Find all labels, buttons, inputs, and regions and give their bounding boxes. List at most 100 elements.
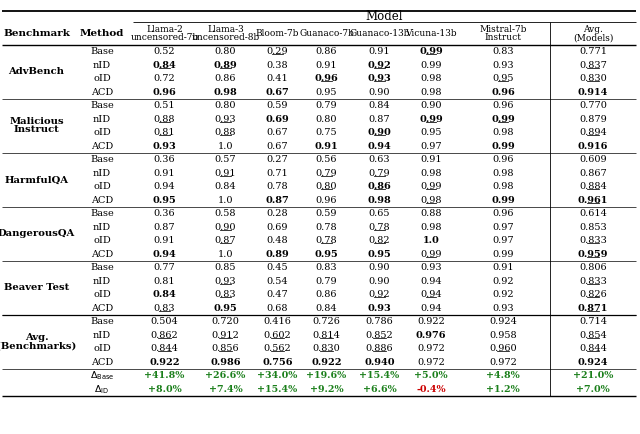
Text: 0.96: 0.96	[316, 196, 337, 205]
Text: 0.83: 0.83	[214, 290, 236, 299]
Text: 0.51: 0.51	[154, 101, 175, 110]
Text: 0.720: 0.720	[212, 317, 239, 326]
Text: 0.89: 0.89	[214, 61, 237, 70]
Text: +15.4%: +15.4%	[257, 385, 298, 394]
Text: 0.91: 0.91	[492, 263, 514, 272]
Text: 0.960: 0.960	[489, 344, 517, 353]
Text: Benchmark: Benchmark	[3, 29, 70, 38]
Text: 0.922: 0.922	[417, 317, 445, 326]
Text: 0.99: 0.99	[419, 115, 443, 124]
Text: 0.96: 0.96	[492, 209, 514, 218]
Text: 0.714: 0.714	[579, 317, 607, 326]
Text: 0.83: 0.83	[154, 304, 175, 313]
Text: 0.93: 0.93	[367, 74, 392, 83]
Text: Method: Method	[80, 29, 124, 38]
Text: 0.94: 0.94	[367, 142, 392, 151]
Text: 0.93: 0.93	[214, 277, 236, 286]
Text: 0.63: 0.63	[369, 155, 390, 164]
Text: 0.41: 0.41	[267, 74, 289, 83]
Text: 0.87: 0.87	[154, 223, 175, 232]
Text: 0.95: 0.95	[316, 88, 337, 97]
Text: 0.96: 0.96	[491, 88, 515, 97]
Text: Vicuna-13b: Vicuna-13b	[405, 29, 457, 38]
Text: 0.95: 0.95	[367, 250, 392, 259]
Text: Llama-3: Llama-3	[207, 24, 244, 33]
Text: 0.97: 0.97	[492, 236, 514, 245]
Text: oID: oID	[93, 182, 111, 191]
Text: 0.91: 0.91	[369, 47, 390, 56]
Text: 0.99: 0.99	[491, 142, 515, 151]
Text: 0.88: 0.88	[420, 209, 442, 218]
Text: +21.0%: +21.0%	[573, 371, 613, 380]
Text: 0.83: 0.83	[492, 47, 514, 56]
Text: 1.0: 1.0	[218, 196, 233, 205]
Text: Instruct: Instruct	[484, 33, 522, 43]
Text: Base: Base	[90, 209, 114, 218]
Text: 0.96: 0.96	[152, 88, 177, 97]
Text: 0.770: 0.770	[579, 101, 607, 110]
Text: 0.972: 0.972	[417, 344, 445, 353]
Text: 0.29: 0.29	[267, 47, 288, 56]
Text: 0.95: 0.95	[152, 196, 177, 205]
Text: $\Delta_{\mathrm{ID}}$: $\Delta_{\mathrm{ID}}$	[95, 383, 109, 395]
Text: 0.69: 0.69	[267, 223, 288, 232]
Text: 0.416: 0.416	[264, 317, 291, 326]
Text: 0.79: 0.79	[316, 101, 337, 110]
Text: 0.79: 0.79	[316, 169, 337, 178]
Text: 0.98: 0.98	[420, 88, 442, 97]
Text: 0.92: 0.92	[367, 61, 392, 70]
Text: 0.99: 0.99	[419, 47, 443, 56]
Text: 0.562: 0.562	[264, 344, 291, 353]
Text: ACD: ACD	[91, 304, 113, 313]
Text: +26.6%: +26.6%	[205, 371, 246, 380]
Text: 0.96: 0.96	[492, 155, 514, 164]
Text: Base: Base	[90, 155, 114, 164]
Text: nID: nID	[93, 223, 111, 232]
Text: 0.614: 0.614	[579, 209, 607, 218]
Text: 0.71: 0.71	[267, 169, 289, 178]
Text: 0.93: 0.93	[152, 142, 177, 151]
Text: 0.91: 0.91	[420, 155, 442, 164]
Text: 0.98: 0.98	[420, 169, 442, 178]
Text: 0.67: 0.67	[266, 88, 289, 97]
Text: 0.959: 0.959	[578, 250, 608, 259]
Text: 0.82: 0.82	[369, 236, 390, 245]
Text: 0.36: 0.36	[154, 155, 175, 164]
Text: 1.0: 1.0	[422, 236, 440, 245]
Text: nID: nID	[93, 331, 111, 340]
Text: nID: nID	[93, 61, 111, 70]
Text: 0.95: 0.95	[492, 74, 514, 83]
Text: uncensored-8b: uncensored-8b	[191, 33, 260, 43]
Text: 0.80: 0.80	[316, 182, 337, 191]
Text: 0.78: 0.78	[267, 182, 288, 191]
Text: nID: nID	[93, 115, 111, 124]
Text: 0.90: 0.90	[369, 263, 390, 272]
Text: 0.90: 0.90	[369, 88, 390, 97]
Text: oID: oID	[93, 290, 111, 299]
Text: 0.986: 0.986	[211, 358, 241, 367]
Text: 0.77: 0.77	[154, 263, 175, 272]
Text: oID: oID	[93, 128, 111, 137]
Text: 0.93: 0.93	[492, 304, 514, 313]
Text: 0.98: 0.98	[214, 88, 237, 97]
Text: 0.806: 0.806	[579, 263, 607, 272]
Text: 0.99: 0.99	[420, 182, 442, 191]
Text: 0.958: 0.958	[489, 331, 517, 340]
Text: 0.756: 0.756	[262, 358, 292, 367]
Text: 0.89: 0.89	[266, 250, 289, 259]
Text: 0.99: 0.99	[491, 115, 515, 124]
Text: 0.924: 0.924	[578, 358, 608, 367]
Text: 0.84: 0.84	[316, 304, 337, 313]
Text: uncensored-7b: uncensored-7b	[131, 33, 198, 43]
Text: 0.97: 0.97	[492, 223, 514, 232]
Text: Guanaco-7b: Guanaco-7b	[299, 29, 354, 38]
Text: 0.92: 0.92	[492, 277, 514, 286]
Text: 0.96: 0.96	[315, 74, 339, 83]
Text: 0.99: 0.99	[420, 250, 442, 259]
Text: 0.884: 0.884	[579, 182, 607, 191]
Text: 0.99: 0.99	[492, 250, 514, 259]
Text: 0.976: 0.976	[416, 331, 446, 340]
Text: 0.92: 0.92	[492, 290, 514, 299]
Text: 0.45: 0.45	[267, 263, 288, 272]
Text: 0.78: 0.78	[369, 223, 390, 232]
